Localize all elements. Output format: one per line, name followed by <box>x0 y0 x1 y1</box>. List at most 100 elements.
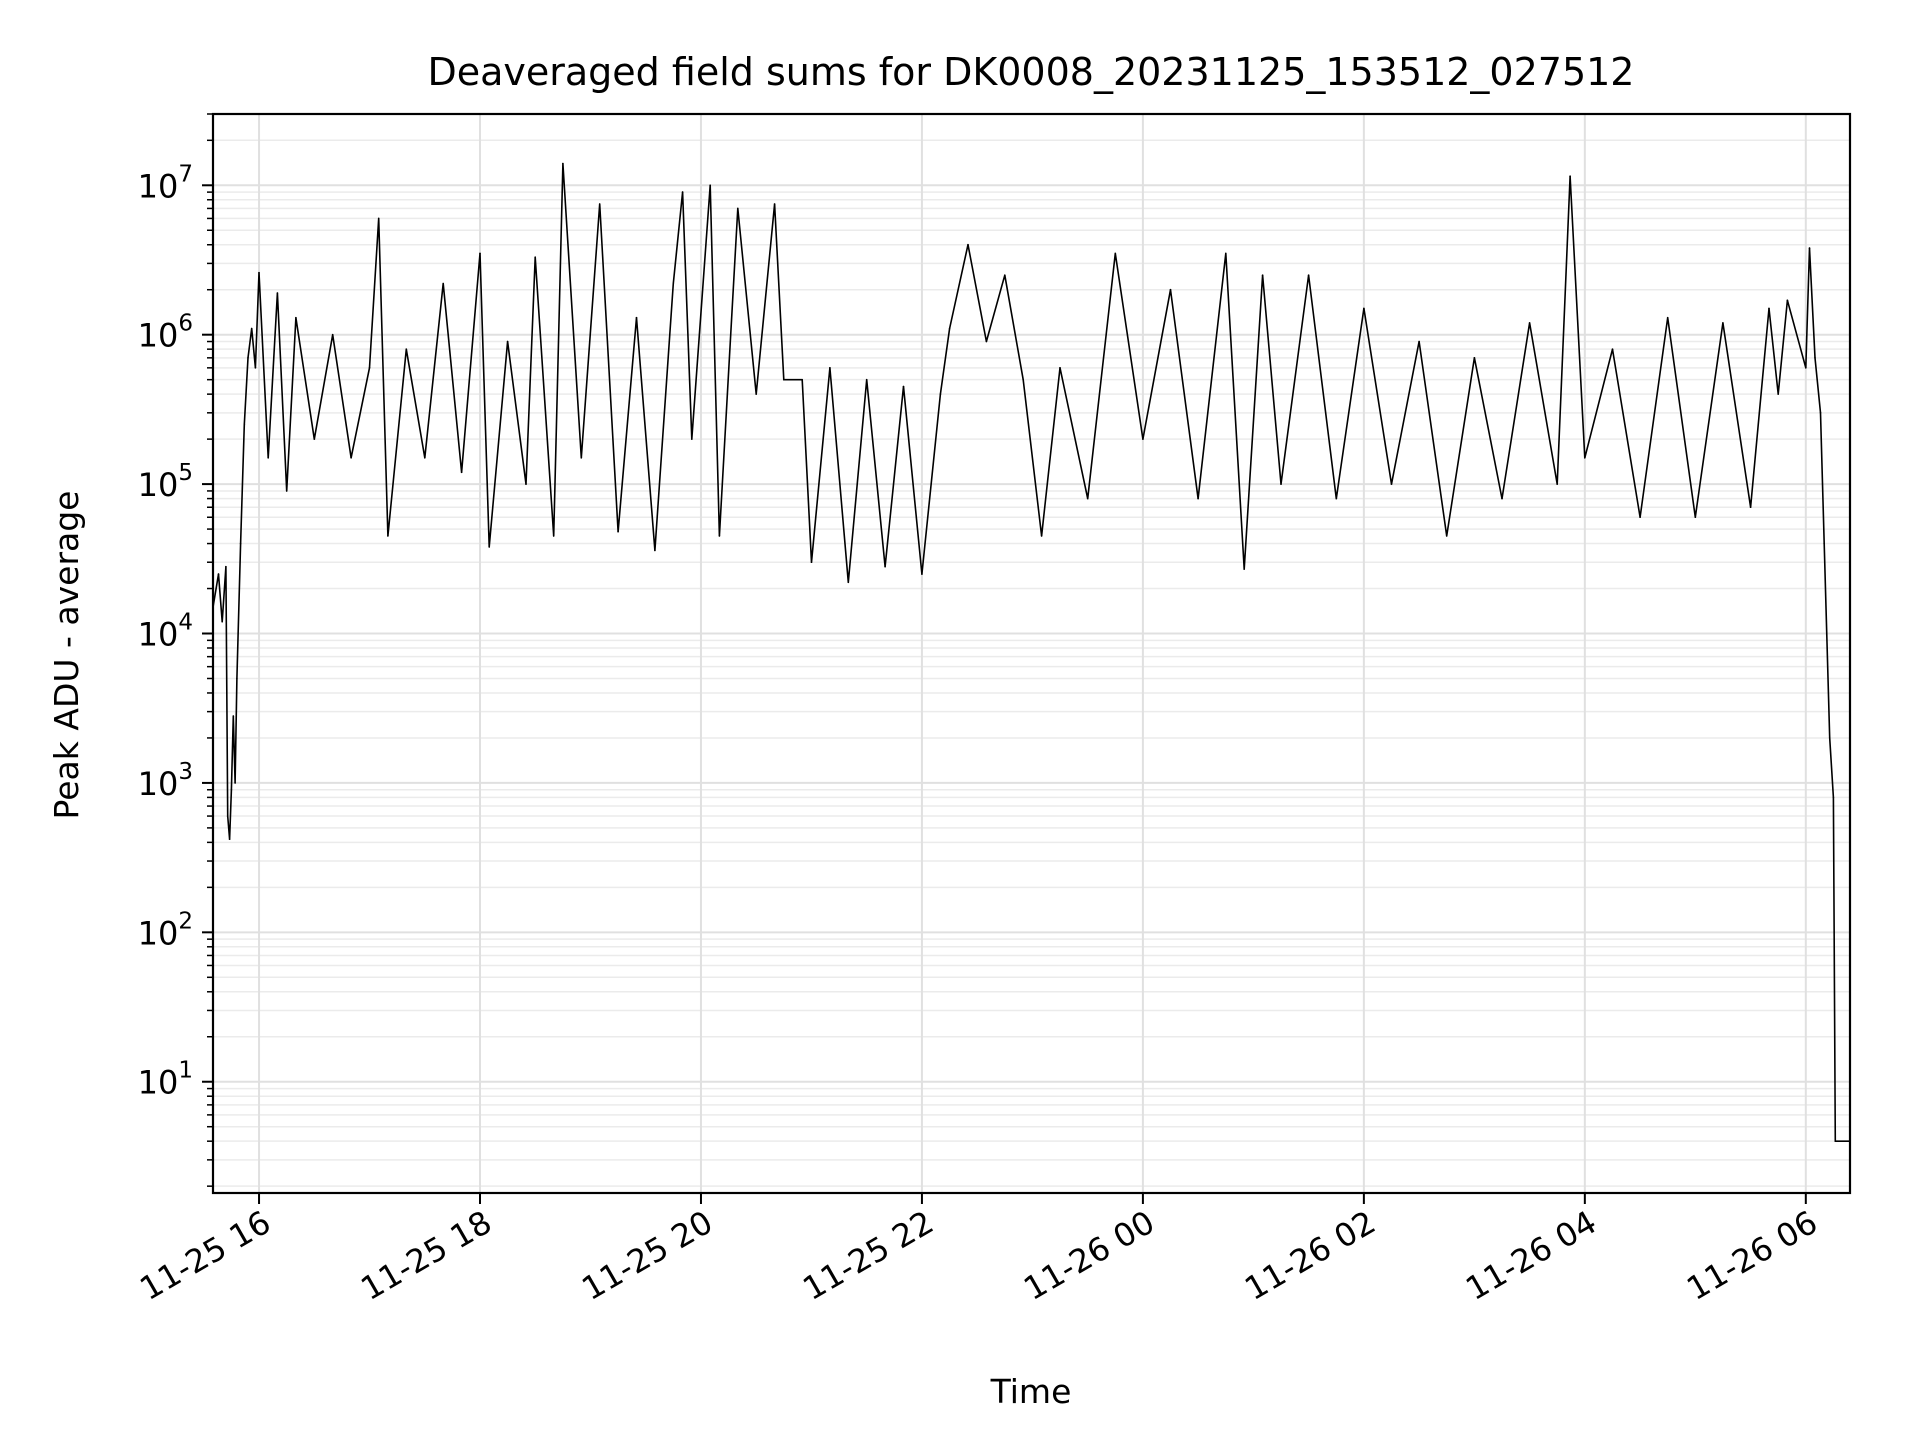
grid <box>213 113 1850 1193</box>
x-tick-label: 11-26 02 <box>1238 1203 1382 1308</box>
data-point <box>1805 367 1807 369</box>
data-point <box>1225 252 1227 255</box>
x-tick-label: 11-26 00 <box>1017 1203 1161 1308</box>
data-point <box>1823 542 1825 545</box>
data-point <box>1828 737 1831 739</box>
data-point <box>1197 497 1199 500</box>
data-point <box>1556 483 1558 485</box>
data-point <box>217 573 220 575</box>
y-tick-label: 101 <box>138 1058 193 1102</box>
data-point <box>773 203 776 205</box>
x-tick-label: 11-25 20 <box>575 1203 719 1308</box>
data-point <box>829 367 831 369</box>
series-line <box>212 162 1850 1142</box>
x-axis-label: Time <box>990 1372 1072 1411</box>
data-point <box>239 542 242 545</box>
data-point <box>1445 535 1448 537</box>
data-point <box>226 815 229 817</box>
data-point <box>1808 247 1811 249</box>
data-point <box>225 565 227 568</box>
data-point <box>534 256 536 259</box>
data-point <box>1694 516 1697 518</box>
data-point <box>598 203 601 205</box>
data-point <box>506 340 509 343</box>
x-tick-label: 11-26 04 <box>1459 1203 1603 1308</box>
data-point <box>1611 348 1614 351</box>
data-point <box>267 457 270 459</box>
data-point <box>479 252 481 255</box>
data-point <box>1528 322 1531 324</box>
data-point <box>755 393 757 395</box>
data-point <box>1243 568 1245 570</box>
x-tick-label: 11-26 06 <box>1680 1203 1824 1308</box>
data-point <box>967 243 969 246</box>
data-point <box>672 282 675 285</box>
data-point <box>1114 252 1117 255</box>
x-tick-label: 11-25 22 <box>796 1203 940 1308</box>
data-point <box>635 316 638 319</box>
plot-frame <box>211 112 1852 1195</box>
y-tick-label: 105 <box>138 460 193 504</box>
data-point <box>1040 535 1043 537</box>
data-point <box>276 292 279 294</box>
data-point <box>884 565 886 568</box>
data-point <box>783 378 785 381</box>
chart-title: Deaveraged field sums for DK0008_2023112… <box>427 50 1634 94</box>
data-point <box>387 535 389 537</box>
data-point <box>1666 316 1669 319</box>
data-point <box>1059 367 1061 369</box>
data-point <box>234 782 236 784</box>
data-point <box>617 530 619 533</box>
y-tick-label: 102 <box>138 908 193 952</box>
data-point <box>460 471 463 474</box>
data-point <box>580 457 583 459</box>
series-group <box>212 162 1851 1142</box>
data-point <box>295 316 297 319</box>
data-point <box>902 385 905 388</box>
data-point <box>350 457 352 459</box>
data-point <box>921 573 923 575</box>
data-point <box>247 357 249 359</box>
data-point <box>1473 357 1476 359</box>
data-point <box>1819 412 1822 414</box>
data-point <box>654 549 656 552</box>
data-point <box>709 184 711 187</box>
data-point <box>488 546 491 548</box>
data-point <box>1307 274 1310 277</box>
data-point <box>718 535 721 537</box>
data-point <box>1832 796 1835 799</box>
data-point <box>939 393 942 395</box>
data-point <box>1004 274 1006 277</box>
data-point <box>865 378 868 381</box>
data-point <box>313 438 316 440</box>
data-point <box>377 217 380 220</box>
data-point <box>236 677 238 680</box>
y-tick-label: 107 <box>138 161 193 205</box>
data-point <box>737 207 739 210</box>
data-point <box>691 438 693 440</box>
data-point <box>1169 288 1172 291</box>
data-point <box>1786 299 1789 302</box>
data-point <box>1390 483 1393 485</box>
data-point <box>1584 457 1586 459</box>
data-point <box>1022 378 1024 381</box>
data-point <box>405 348 408 351</box>
data-point <box>847 581 850 584</box>
data-point <box>1749 506 1752 509</box>
x-tick-label: 11-25 16 <box>133 1203 277 1308</box>
data-point <box>331 333 334 336</box>
data-point <box>1261 274 1264 277</box>
data-point <box>1418 340 1420 343</box>
data-point <box>1501 497 1503 500</box>
y-tick-label: 103 <box>138 759 193 803</box>
data-point <box>250 327 253 330</box>
data-point <box>230 789 233 791</box>
data-point <box>1086 497 1089 500</box>
data-point <box>810 561 813 563</box>
data-point <box>552 535 555 537</box>
y-tick-label: 104 <box>138 610 193 654</box>
data-point <box>285 490 288 492</box>
data-point <box>368 367 371 369</box>
data-point <box>1142 438 1144 440</box>
